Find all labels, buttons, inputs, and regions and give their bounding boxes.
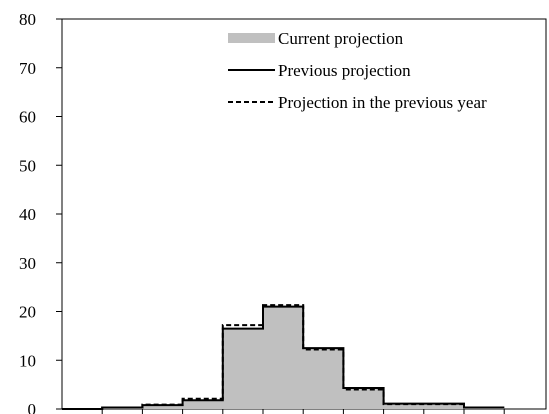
- legend-label: Current projection: [278, 29, 404, 48]
- y-tick-label: 40: [19, 205, 36, 224]
- legend: Current projection Previous projection Pro…: [228, 29, 487, 112]
- y-tick-label: 50: [19, 156, 36, 175]
- y-tick-label: 30: [19, 254, 36, 273]
- y-tick-label: 70: [19, 59, 36, 78]
- x-axis: [62, 408, 546, 414]
- y-tick-label: 10: [19, 351, 36, 370]
- legend-label: Previous projection: [278, 61, 411, 80]
- y-tick-label: 80: [19, 10, 36, 29]
- series-current-projection-area: [62, 306, 505, 409]
- legend-label: Projection in the previous year: [278, 93, 487, 112]
- plot-area: [62, 304, 505, 410]
- y-tick-label: 0: [28, 400, 37, 414]
- y-tick-label: 60: [19, 108, 36, 127]
- series-previous-projection-line: [62, 305, 505, 410]
- y-tick-label: 20: [19, 303, 36, 322]
- legend-swatch-current-projection: [228, 33, 275, 43]
